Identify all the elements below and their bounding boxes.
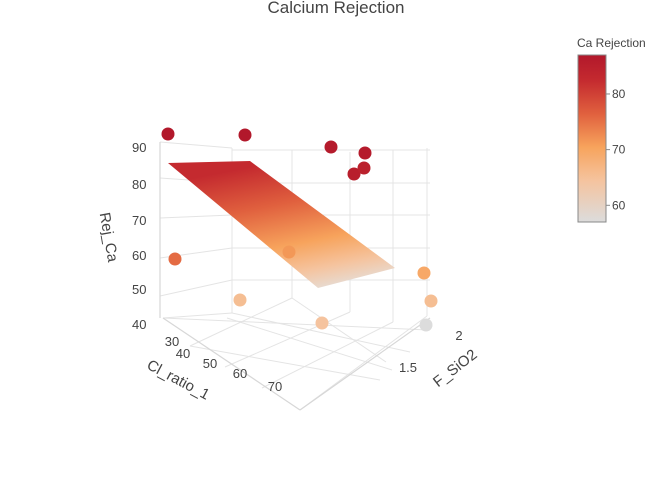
- axis-lines: [159, 142, 431, 411]
- data-point: [168, 252, 182, 266]
- chart-title: Calcium Rejection: [268, 0, 405, 17]
- data-point: [417, 266, 431, 280]
- colorbar: [577, 54, 607, 223]
- colorbar-tick-label: 70: [612, 143, 626, 157]
- y-tick-label: 50: [203, 356, 217, 371]
- grid-line: [226, 317, 393, 371]
- data-point: [233, 293, 247, 307]
- data-point: [419, 318, 433, 332]
- grid-line: [159, 279, 233, 297]
- grid-line: [224, 311, 351, 368]
- z-axis-title: Rej_Ca: [96, 211, 122, 264]
- z-tick-labels: 40 50 60 70 80 90: [132, 140, 146, 332]
- z-tick-label: 90: [132, 140, 146, 155]
- z-tick-label: 80: [132, 177, 146, 192]
- data-point: [324, 140, 338, 154]
- data-points: [161, 127, 438, 332]
- x-tick-label: 2: [455, 328, 462, 343]
- grid-line: [231, 312, 411, 353]
- z-tick-label: 40: [132, 317, 146, 332]
- grid-line: [261, 321, 394, 389]
- grid-line: [189, 345, 381, 381]
- grid-line: [159, 214, 233, 219]
- grid-line: [162, 317, 429, 331]
- colorbar-tick-label: 80: [612, 87, 626, 101]
- y-tick-label: 70: [268, 379, 282, 394]
- data-point: [358, 146, 372, 160]
- grid-line: [291, 297, 387, 363]
- x-tick-label: 1.5: [399, 360, 417, 375]
- z-tick-label: 70: [132, 213, 146, 228]
- grid-lines: [159, 141, 430, 411]
- x-axis-line: [299, 317, 431, 411]
- data-point: [315, 316, 329, 330]
- grid-line: [159, 141, 233, 149]
- z-tick-label: 60: [132, 248, 146, 263]
- data-point: [238, 128, 252, 142]
- y-axis-line: [162, 317, 301, 411]
- y-tick-label: 40: [176, 346, 190, 361]
- grid-line: [162, 312, 233, 319]
- z-tick-label: 50: [132, 282, 146, 297]
- data-point: [424, 294, 438, 308]
- data-point: [347, 167, 361, 181]
- x-tick-labels: 1.52: [399, 328, 463, 375]
- data-point: [282, 245, 296, 259]
- data-point: [161, 127, 175, 141]
- x-axis-title: F_SiO2: [430, 346, 481, 391]
- colorbar-title: Ca Rejection: [577, 36, 646, 50]
- colorbar-tick-labels: 80 70 60: [606, 87, 626, 212]
- y-tick-label: 30: [165, 334, 179, 349]
- fitted-plane-surface: [168, 161, 395, 288]
- data-point: [357, 161, 371, 175]
- y-tick-label: 60: [233, 366, 247, 381]
- colorbar-tick-label: 60: [612, 198, 626, 212]
